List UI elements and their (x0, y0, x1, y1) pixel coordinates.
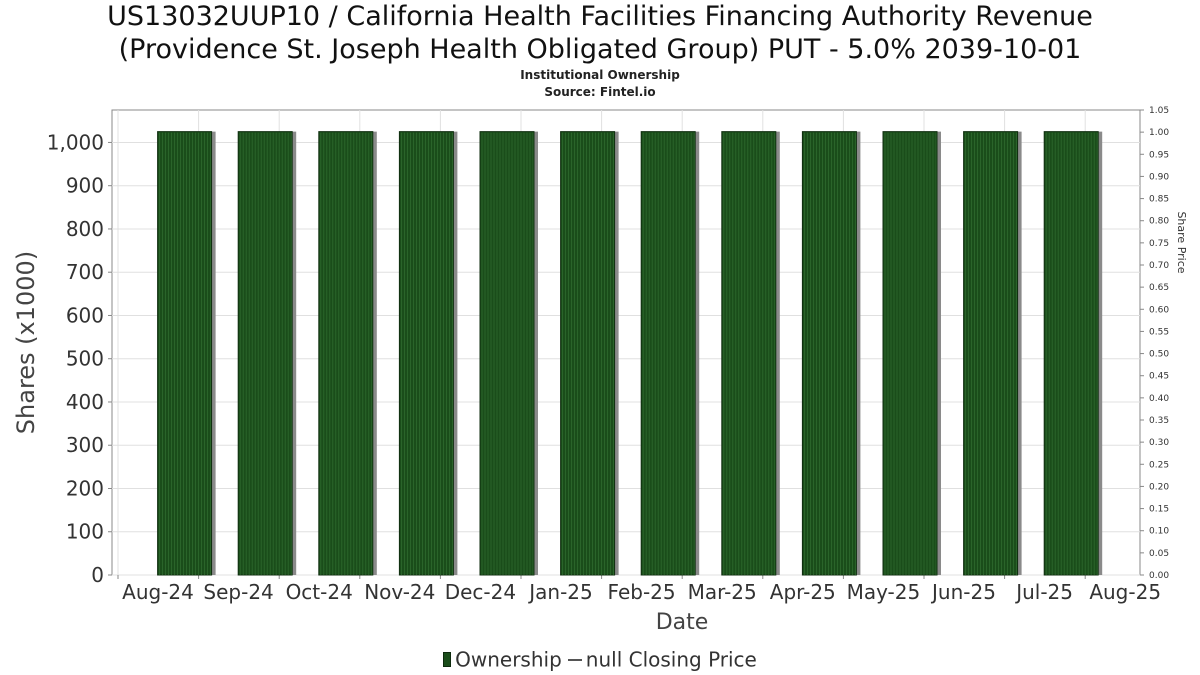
y-tick-label: 1,000 (47, 130, 104, 154)
x-tick-label: Apr-25 (770, 580, 836, 604)
y-axis-title: Shares (x1000) (12, 251, 40, 434)
y-tick-label: 900 (66, 174, 104, 198)
y2-tick-label: 0.65 (1149, 283, 1169, 293)
ownership-bar (801, 131, 857, 576)
ownership-bar (963, 131, 1019, 576)
y2-tick-label: 1.05 (1149, 106, 1169, 116)
x-tick-label: Feb-25 (608, 580, 676, 604)
x-tick-label: Jun-25 (930, 580, 996, 604)
legend-ownership-label: Ownership (455, 647, 562, 672)
legend-price-label: null Closing Price (585, 647, 757, 672)
ownership-bar (721, 131, 777, 576)
y-tick-label: 400 (66, 390, 104, 414)
x-tick-label: May-25 (847, 580, 921, 604)
y2-tick-label: 0.55 (1149, 327, 1169, 337)
x-tick-label: Jul-25 (1014, 580, 1073, 604)
x-tick-label: Sep-24 (203, 580, 273, 604)
chart-source: Source: Fintel.io (544, 85, 656, 99)
ownership-bar (398, 131, 454, 576)
x-tick-label: Nov-24 (364, 580, 435, 604)
y2-tick-label: 0.95 (1149, 150, 1169, 160)
ownership-bar (560, 131, 616, 576)
ownership-bar (318, 131, 374, 576)
y2-tick-label: 0.40 (1149, 394, 1169, 404)
chart-title-line1: US13032UUP10 / California Health Facilit… (107, 1, 1093, 32)
y2-tick-label: 0.30 (1149, 438, 1169, 448)
chart-subtitle: Institutional Ownership (520, 68, 680, 82)
y2-tick-label: 0.05 (1149, 549, 1169, 559)
y2-tick-label: 0.35 (1149, 416, 1169, 426)
ownership-bar (882, 131, 938, 576)
y2-tick-label: 0.75 (1149, 239, 1169, 249)
x-axis-title: Date (656, 610, 709, 635)
ownership-bar (157, 131, 213, 576)
y-tick-label: 100 (66, 520, 104, 544)
y2-tick-label: 0.70 (1149, 261, 1169, 271)
y-tick-label: 700 (66, 260, 104, 284)
y-tick-label: 0 (91, 563, 104, 587)
y-tick-label: 500 (66, 347, 104, 371)
y-tick-label: 600 (66, 303, 104, 327)
ownership-bar (237, 131, 293, 576)
x-tick-label: Oct-24 (286, 580, 353, 604)
x-tick-label: Dec-24 (445, 580, 516, 604)
chart-title-line2: (Providence St. Joseph Health Obligated … (118, 34, 1082, 65)
y2-tick-label: 0.15 (1149, 505, 1169, 515)
y2-tick-label: 1.00 (1149, 128, 1169, 138)
x-tick-label: Mar-25 (688, 580, 757, 604)
y2-tick-label: 0.50 (1149, 350, 1169, 360)
y-tick-label: 200 (66, 476, 104, 500)
y2-axis-title: Share Price (1175, 211, 1188, 273)
x-tick-label: Aug-25 (1089, 580, 1161, 604)
ownership-bar (1043, 131, 1099, 576)
y2-tick-label: 0.85 (1149, 195, 1169, 205)
x-tick-label: Jan-25 (527, 580, 593, 604)
y2-tick-label: 0.20 (1149, 482, 1169, 492)
y2-tick-label: 0.45 (1149, 372, 1169, 382)
y-tick-label: 800 (66, 217, 104, 241)
ownership-bar (479, 131, 535, 576)
y2-tick-label: 0.10 (1149, 527, 1169, 537)
price-legend-line (567, 658, 582, 661)
x-tick-label: Aug-24 (122, 580, 194, 604)
y2-tick-label: 0.00 (1149, 571, 1169, 581)
ownership-legend-swatch (443, 652, 452, 667)
y2-tick-label: 0.60 (1149, 305, 1169, 315)
y2-tick-label: 0.90 (1149, 172, 1169, 182)
chart-legend: Ownership null Closing Price (0, 646, 1200, 672)
ownership-bar (640, 131, 696, 576)
y2-tick-label: 0.80 (1149, 217, 1169, 227)
y-tick-label: 300 (66, 433, 104, 457)
y2-tick-label: 0.25 (1149, 460, 1169, 470)
